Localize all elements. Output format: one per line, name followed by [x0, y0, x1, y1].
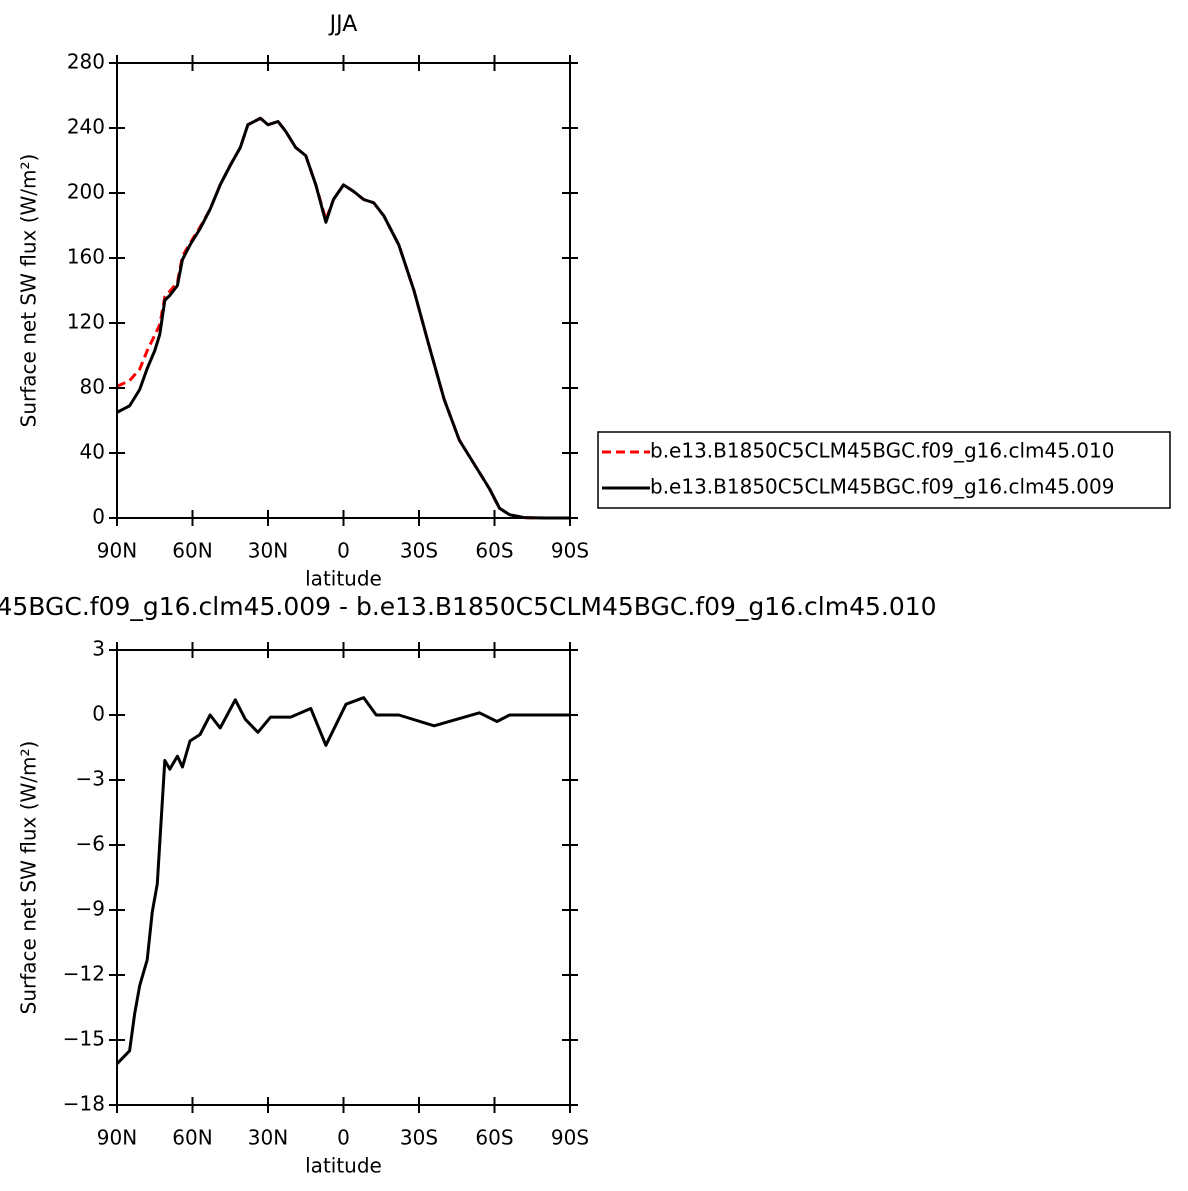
data-line	[116, 116, 570, 520]
data-line	[115, 696, 570, 1065]
y-tick-label: 280	[67, 50, 105, 74]
x-tick-label: 0	[337, 539, 350, 563]
y-axis-label: Surface net SW flux (W/m²)	[17, 741, 41, 1015]
x-axis-label: latitude	[305, 567, 382, 591]
legend-box	[597, 431, 1171, 509]
y-tick-label: 80	[80, 375, 105, 399]
y-tick-label: −15	[63, 1027, 105, 1051]
x-tick-label: 30S	[400, 1126, 438, 1150]
y-tick-label: 200	[67, 180, 105, 204]
y-tick-label: 0	[92, 505, 105, 529]
x-tick-label: 30S	[400, 539, 438, 563]
x-tick-label: 60N	[172, 1126, 212, 1150]
x-tick-label: 60S	[475, 539, 513, 563]
x-axis-label: latitude	[305, 1154, 382, 1178]
x-tick-label: 30N	[248, 539, 288, 563]
x-tick-label: 90S	[551, 1126, 589, 1150]
y-axis-label: Surface net SW flux (W/m²)	[17, 154, 41, 428]
data-line	[116, 116, 570, 520]
y-tick-label: −18	[63, 1092, 105, 1116]
x-tick-label: 60S	[475, 1126, 513, 1150]
y-tick-label: 240	[67, 115, 105, 139]
y-tick-label: 3	[92, 637, 105, 661]
y-tick-label: −12	[63, 962, 105, 986]
x-tick-label: 90S	[551, 539, 589, 563]
y-tick-label: −6	[76, 832, 105, 856]
y-tick-label: 120	[67, 310, 105, 334]
plot-frame	[116, 62, 571, 519]
y-tick-label: 0	[92, 702, 105, 726]
x-tick-label: 30N	[248, 1126, 288, 1150]
x-tick-label: 90N	[97, 539, 137, 563]
plot-frame	[116, 649, 571, 1106]
x-tick-label: 60N	[172, 539, 212, 563]
x-tick-label: 90N	[97, 1126, 137, 1150]
y-tick-label: 40	[80, 440, 105, 464]
x-tick-label: 0	[337, 1126, 350, 1150]
y-tick-label: 160	[67, 245, 105, 269]
y-tick-label: −3	[76, 767, 105, 791]
y-tick-label: −9	[76, 897, 105, 921]
legend-label: b.e13.B1850C5CLM45BGC.f09_g16.clm45.009	[650, 475, 1114, 499]
chart-title: JJA	[328, 12, 358, 37]
legend-label: b.e13.B1850C5CLM45BGC.f09_g16.clm45.010	[650, 439, 1114, 463]
chart-title: b.e13.B1850C5CLM45BGC.f09_g16.clm45.009 …	[0, 592, 937, 621]
